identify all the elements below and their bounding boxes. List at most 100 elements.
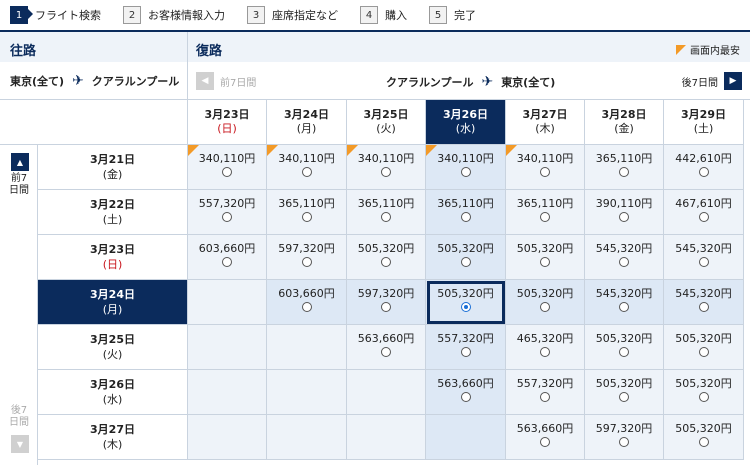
fare-price: 603,660円 [198,242,256,255]
fare-radio[interactable] [381,347,391,357]
fare-radio[interactable] [381,167,391,177]
fare-radio[interactable] [698,167,709,177]
return-date-header: 3月26日 (水) [426,100,506,145]
fare-cell[interactable]: 390,110円 [585,190,664,235]
fare-radio[interactable] [540,212,550,222]
cheapest-legend: 画面内最安 [676,42,740,57]
outbound-date-header: 3月23日 (日) [38,235,188,280]
fare-cell[interactable]: 505,320円 [585,325,664,370]
fare-radio[interactable] [460,167,471,177]
fare-price: 563,660円 [516,422,574,435]
fare-radio[interactable] [619,302,629,312]
fare-radio[interactable] [222,212,232,222]
fare-cell[interactable]: 603,660円 [267,280,347,325]
fare-radio[interactable] [619,257,629,267]
fare-price: 390,110円 [595,197,653,210]
fare-cell[interactable]: 365,110円 [347,190,426,235]
fare-radio[interactable] [540,257,550,267]
fare-cell[interactable]: 545,320円 [664,280,744,325]
fare-cell[interactable]: 603,660円 [188,235,267,280]
fare-radio[interactable] [698,392,709,402]
fare-cell[interactable]: 340,110円 [506,145,585,190]
fare-radio[interactable] [381,212,391,222]
fare-cell[interactable]: 340,110円 [426,145,506,190]
fare-cell[interactable]: 545,320円 [664,235,744,280]
fare-radio[interactable] [301,257,312,267]
fare-price: 557,320円 [198,197,256,210]
fare-cell[interactable]: 505,320円 [347,235,426,280]
fare-radio[interactable] [381,257,391,267]
outbound-prev-week-button[interactable]: ▲ [11,153,29,171]
fare-cell[interactable]: 365,110円 [506,190,585,235]
steps-divider [0,30,750,32]
fare-cell[interactable]: 505,320円 [506,280,585,325]
return-date-header: 3月24日 (月) [267,100,347,145]
fare-cell[interactable]: 563,660円 [426,370,506,415]
fare-cell[interactable]: 340,110円 [347,145,426,190]
fare-cell[interactable]: 467,610円 [664,190,744,235]
fare-radio[interactable] [540,167,550,177]
fare-radio[interactable] [698,212,709,222]
fare-cell-empty [426,415,506,460]
chevron-left-icon: ◀ [196,72,214,90]
fare-radio[interactable] [460,347,471,357]
fare-radio[interactable] [698,437,709,447]
fare-radio[interactable] [460,212,471,222]
fare-cell[interactable]: 340,110円 [188,145,267,190]
fare-radio[interactable] [619,437,629,447]
fare-cell[interactable]: 597,320円 [585,415,664,460]
fare-radio[interactable] [540,437,550,447]
fare-radio[interactable] [540,392,550,402]
outbound-route: 東京(全て) ✈ クアラルンプール [0,62,188,100]
fare-cell[interactable]: 365,110円 [426,190,506,235]
fare-radio[interactable] [222,167,232,177]
return-prev-week-button[interactable]: ◀ 前7日間 [196,72,256,90]
return-next-week-button[interactable]: 後7日間 ▶ [682,72,742,90]
fare-cell[interactable]: 563,660円 [506,415,585,460]
outbound-next-week-button[interactable]: ▼ [11,435,29,453]
fare-cell[interactable]: 597,320円 [347,280,426,325]
fare-radio[interactable] [301,302,312,312]
fare-radio[interactable] [698,302,709,312]
step-label: 購入 [385,9,407,22]
fare-radio[interactable] [540,347,550,357]
fare-radio[interactable] [460,302,471,312]
fare-cell[interactable]: 505,320円 [585,370,664,415]
fare-radio[interactable] [381,302,391,312]
fare-radio[interactable] [222,257,232,267]
fare-radio[interactable] [301,212,312,222]
fare-cell[interactable]: 505,320円 [664,370,744,415]
fare-radio[interactable] [619,392,629,402]
fare-radio[interactable] [540,302,550,312]
fare-radio[interactable] [460,257,471,267]
fare-cell[interactable]: 545,320円 [585,280,664,325]
fare-price: 365,110円 [595,152,653,165]
active-step-arrow-icon [28,9,33,19]
fare-cell[interactable]: 465,320円 [506,325,585,370]
fare-cell[interactable]: 505,320円 [426,280,506,325]
fare-cell[interactable]: 545,320円 [585,235,664,280]
fare-cell[interactable]: 365,110円 [267,190,347,235]
fare-radio[interactable] [619,212,629,222]
fare-cell[interactable]: 563,660円 [347,325,426,370]
fare-cell[interactable]: 505,320円 [506,235,585,280]
fare-radio[interactable] [619,347,629,357]
fare-price: 365,110円 [278,197,335,210]
fare-radio[interactable] [301,167,312,177]
fare-cell[interactable]: 442,610円 [664,145,744,190]
fare-cell[interactable]: 557,320円 [426,325,506,370]
fare-cell[interactable]: 505,320円 [664,415,744,460]
fare-radio[interactable] [698,347,709,357]
fare-radio[interactable] [619,167,629,177]
fare-cell[interactable]: 557,320円 [506,370,585,415]
fare-radio[interactable] [698,257,709,267]
fare-cell[interactable]: 365,110円 [585,145,664,190]
fare-cell[interactable]: 597,320円 [267,235,347,280]
fare-price: 505,320円 [437,242,494,255]
outbound-date-header: 3月21日 (金) [38,145,188,190]
fare-cell[interactable]: 505,320円 [426,235,506,280]
fare-radio[interactable] [460,392,471,402]
fare-cell[interactable]: 505,320円 [664,325,744,370]
fare-cell[interactable]: 557,320円 [188,190,267,235]
fare-cell[interactable]: 340,110円 [267,145,347,190]
